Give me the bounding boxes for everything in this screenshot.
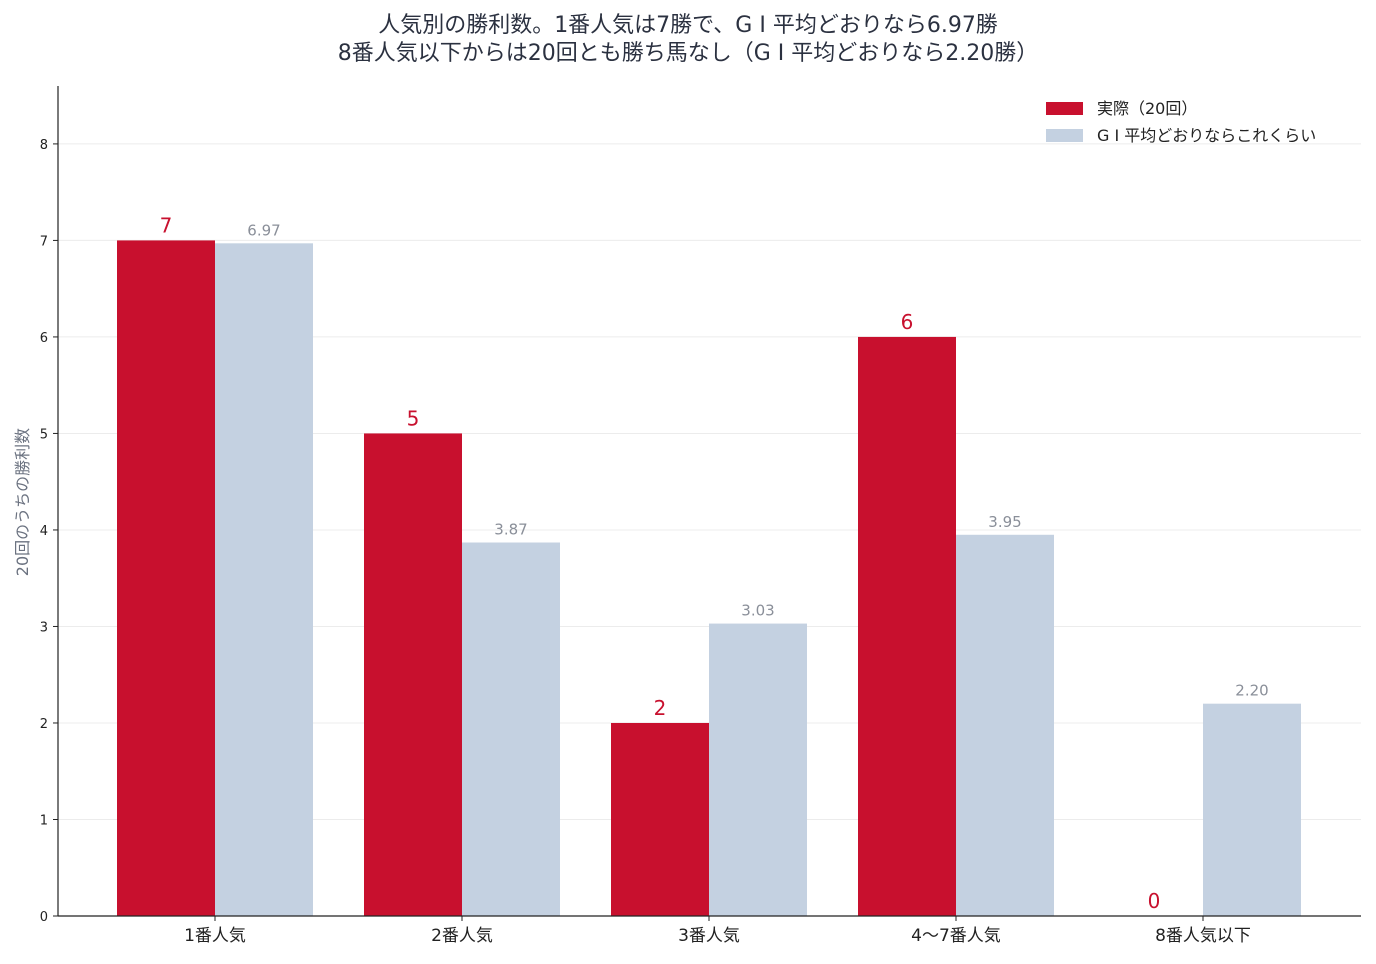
y-tick-label-5: 5 [40, 427, 48, 442]
data-labels: 7 6.97 5 3.87 2 3.03 6 3.95 0 2.20 [160, 213, 1269, 913]
y-tick-label-1: 1 [40, 813, 48, 828]
x-tick-label-4: 8番人気以下 [1155, 926, 1251, 946]
y-tick-label-2: 2 [40, 717, 48, 732]
y-tick-label-3: 3 [40, 620, 48, 635]
y-tick-label-4: 4 [40, 524, 48, 539]
data-label-actual-2: 2 [654, 696, 667, 720]
x-tick-label-1: 2番人気 [431, 926, 493, 946]
bar-actual-2 [611, 722, 709, 916]
data-label-actual-4: 0 [1148, 889, 1161, 913]
bar-expected-3 [956, 534, 1054, 916]
chart-title-line-2: 8番人気以下からは20回とも勝ち馬なし（G I 平均どおりなら2.20勝） [338, 41, 1039, 66]
data-label-expected-2: 3.03 [741, 602, 774, 620]
legend: 実際（20回） G I 平均どおりならこれくらい [1046, 99, 1316, 145]
data-label-actual-3: 6 [901, 310, 914, 334]
bar-actual-1 [364, 433, 462, 916]
y-axis-title: 20回のうちの勝利数 [13, 428, 32, 576]
legend-label-1: G I 平均どおりならこれくらい [1097, 126, 1316, 145]
bar-actual-3 [858, 336, 956, 916]
data-label-expected-4: 2.20 [1235, 682, 1268, 700]
bar-actual-0 [117, 240, 215, 917]
x-tick-label-2: 3番人気 [678, 926, 740, 946]
bar-expected-2 [709, 623, 807, 916]
bars [117, 240, 1301, 917]
y-tick-label-8: 8 [40, 138, 48, 153]
chart-title: 人気別の勝利数。1番人気は7勝で、G I 平均どおりなら6.97勝 8番人気以下… [338, 13, 1039, 66]
chart-title-line-1: 人気別の勝利数。1番人気は7勝で、G I 平均どおりなら6.97勝 [378, 13, 998, 38]
data-label-expected-3: 3.95 [988, 513, 1021, 531]
y-axis-ticks: 0 1 2 3 4 5 6 7 8 [40, 138, 58, 925]
y-tick-label-7: 7 [40, 234, 48, 249]
data-label-actual-1: 5 [407, 406, 420, 430]
x-axis-ticks: 1番人気 2番人気 3番人気 4〜7番人気 8番人気以下 [184, 916, 1251, 946]
data-label-actual-0: 7 [160, 213, 173, 237]
bar-expected-4 [1203, 703, 1301, 916]
legend-label-0: 実際（20回） [1097, 99, 1197, 118]
legend-swatch-0 [1046, 102, 1083, 115]
legend-swatch-1 [1046, 129, 1083, 142]
bar-expected-1 [462, 542, 560, 916]
data-label-expected-1: 3.87 [494, 521, 527, 539]
y-tick-label-0: 0 [40, 910, 48, 925]
y-tick-label-6: 6 [40, 331, 48, 346]
bar-expected-0 [215, 243, 313, 916]
x-tick-label-3: 4〜7番人気 [911, 926, 1001, 946]
x-tick-label-0: 1番人気 [184, 926, 246, 946]
data-label-expected-0: 6.97 [247, 221, 280, 239]
